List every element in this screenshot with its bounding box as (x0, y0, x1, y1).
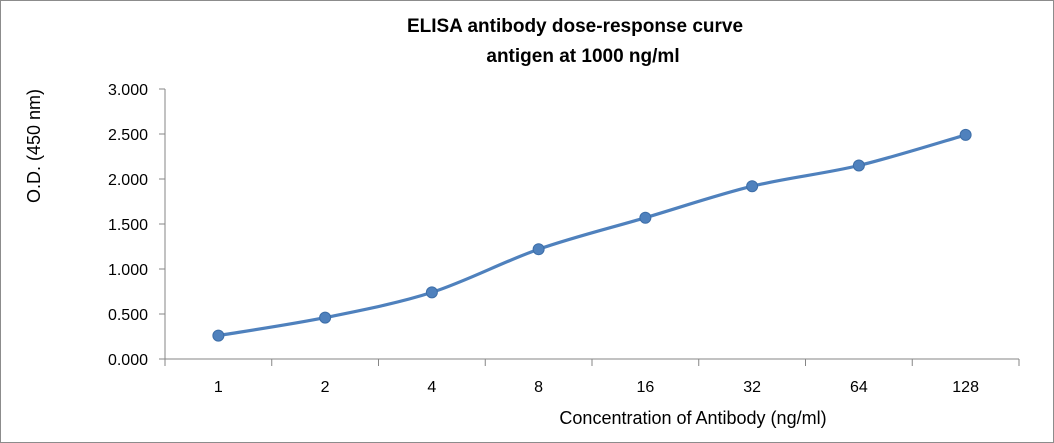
data-point (959, 128, 972, 141)
x-tick-label: 2 (321, 379, 330, 396)
data-point (212, 329, 225, 342)
x-tick-label: 16 (636, 379, 654, 396)
x-tick-label: 8 (534, 379, 543, 396)
x-axis: 1 2 4 8 16 32 64 128 (164, 358, 1020, 396)
series-line (216, 133, 968, 338)
x-tick-label: 64 (850, 379, 868, 396)
x-tick-label: 128 (952, 379, 979, 396)
y-axis-title: O.D. (450 nm) (24, 89, 44, 203)
y-tick-label: 0.500 (108, 307, 148, 324)
x-tick-label: 1 (214, 379, 223, 396)
data-point (425, 286, 438, 299)
data-points (212, 128, 972, 342)
chart-title: ELISA antibody dose-response curve (407, 16, 743, 37)
x-tick-label: 32 (743, 379, 761, 396)
y-tick-label: 2.000 (108, 172, 148, 189)
y-tick-label: 2.500 (108, 127, 148, 144)
y-axis: 0.000 0.500 1.000 1.500 2.000 2.500 3.000 (108, 82, 166, 369)
data-point (532, 243, 545, 256)
data-point (639, 211, 652, 224)
data-point (319, 311, 332, 324)
y-tick-label: 0.000 (108, 352, 148, 369)
data-point (746, 180, 759, 193)
x-axis-title: Concentration of Antibody (ng/ml) (559, 408, 826, 428)
y-tick-label: 1.000 (108, 262, 148, 279)
y-tick-label: 1.500 (108, 217, 148, 234)
x-tick-label: 4 (427, 379, 436, 396)
data-point (852, 159, 865, 172)
chart-subtitle: antigen at 1000 ng/ml (486, 46, 679, 67)
y-tick-label: 3.000 (108, 82, 148, 99)
